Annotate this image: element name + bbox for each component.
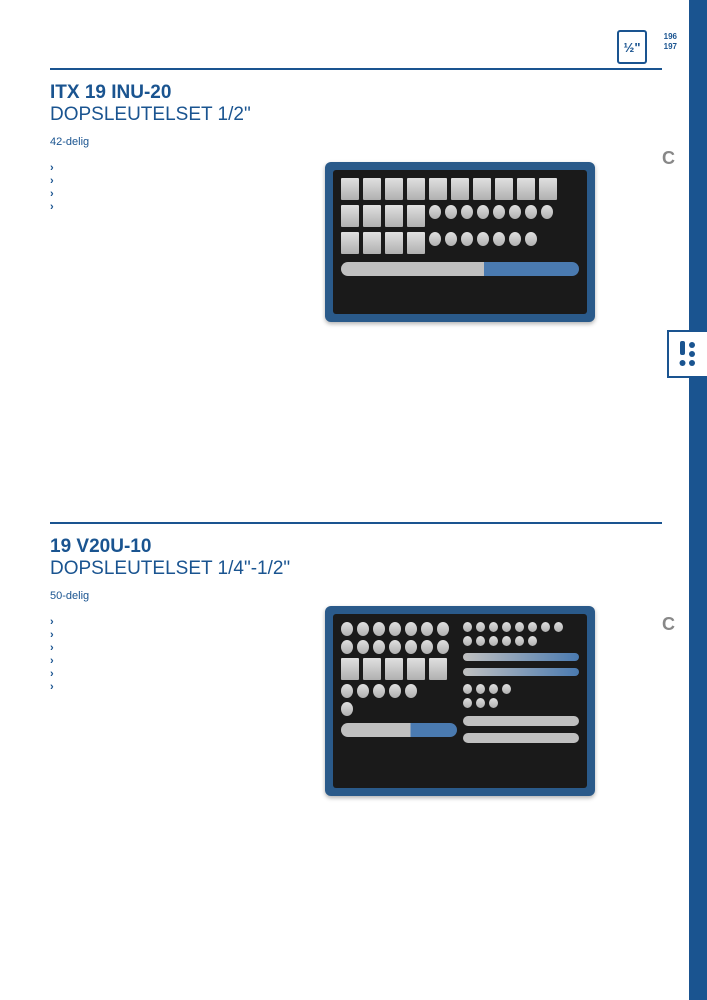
product-section: 19 V20U-10 DOPSLEUTELSET 1/4"-1/2" 50-de… <box>50 522 662 796</box>
list-item <box>50 655 310 665</box>
content-area: ITX 19 INU-20 DOPSLEUTELSET 1/2" 42-deli… <box>50 68 662 836</box>
sidebar-strip <box>689 0 707 1000</box>
list-item <box>50 188 310 198</box>
feature-list <box>50 616 310 694</box>
list-item <box>50 616 310 626</box>
page-number-bottom: 197 <box>664 42 677 52</box>
tool-case-icon <box>325 606 595 796</box>
list-item <box>50 175 310 185</box>
section-divider <box>50 68 662 70</box>
list-item <box>50 668 310 678</box>
size-badge-label: ½" <box>623 41 640 54</box>
product-subtitle: 50-delig <box>50 590 662 602</box>
section-marker: C <box>662 148 675 169</box>
list-item <box>50 201 310 211</box>
product-title: DOPSLEUTELSET 1/4"-1/2" <box>50 558 662 580</box>
tool-case-icon <box>325 162 595 322</box>
size-badge: ½" <box>617 30 647 64</box>
page-number-top: 196 <box>664 32 677 42</box>
side-tab <box>667 330 707 378</box>
product-image <box>320 606 600 796</box>
page-numbers: 196 197 <box>664 32 677 53</box>
product-section: ITX 19 INU-20 DOPSLEUTELSET 1/2" 42-deli… <box>50 68 662 322</box>
product-code: ITX 19 INU-20 <box>50 82 662 104</box>
list-item <box>50 642 310 652</box>
socket-icon <box>677 339 699 369</box>
product-code: 19 V20U-10 <box>50 536 662 558</box>
product-image <box>320 162 600 322</box>
section-marker: C <box>662 614 675 635</box>
list-item <box>50 162 310 172</box>
list-item <box>50 681 310 691</box>
feature-list <box>50 162 310 214</box>
product-title: DOPSLEUTELSET 1/2" <box>50 104 662 126</box>
section-divider <box>50 522 662 524</box>
list-item <box>50 629 310 639</box>
product-subtitle: 42-delig <box>50 136 662 148</box>
